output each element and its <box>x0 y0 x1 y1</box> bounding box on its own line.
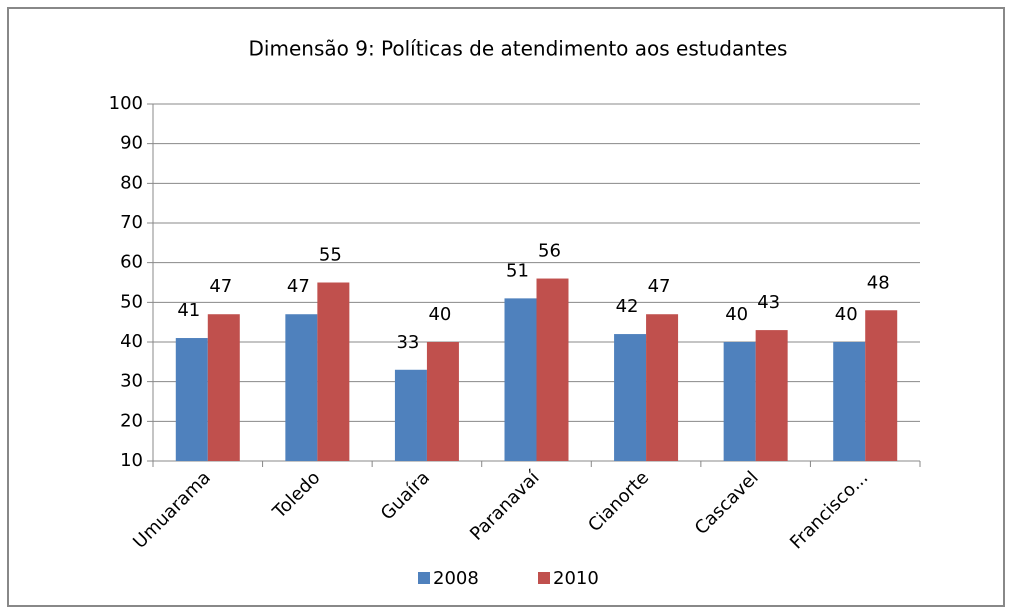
bar <box>755 330 788 461</box>
y-tick-label: 10 <box>120 450 143 471</box>
bar <box>723 342 756 461</box>
data-label: 43 <box>757 292 780 313</box>
data-label: 33 <box>396 332 419 353</box>
y-tick-label: 80 <box>120 172 143 193</box>
y-tick-label: 30 <box>120 371 143 392</box>
bar <box>536 278 569 461</box>
data-label: 40 <box>725 304 748 325</box>
y-tick-label: 50 <box>120 291 143 312</box>
bar <box>614 334 647 461</box>
bar <box>646 314 679 461</box>
y-tick-label: 40 <box>120 331 143 352</box>
bar <box>833 342 866 461</box>
bar <box>207 314 240 461</box>
y-tick-label: 20 <box>120 410 143 431</box>
data-label: 48 <box>867 272 890 293</box>
data-label: 40 <box>428 304 451 325</box>
bar <box>504 298 537 461</box>
data-label: 47 <box>209 276 232 297</box>
y-tick-label: 60 <box>120 252 143 273</box>
bar <box>426 342 459 461</box>
data-label: 55 <box>319 245 342 266</box>
y-tick-label: 100 <box>109 93 143 114</box>
data-label: 47 <box>287 276 310 297</box>
legend-swatch <box>418 572 430 584</box>
y-tick-label: 70 <box>120 212 143 233</box>
data-label: 42 <box>616 296 639 317</box>
data-label: 47 <box>648 276 671 297</box>
y-tick-label: 90 <box>120 133 143 154</box>
bar <box>865 310 898 461</box>
data-label: 51 <box>506 260 529 281</box>
bar <box>175 338 208 461</box>
bar <box>394 369 427 461</box>
legend-label: 2008 <box>433 568 479 589</box>
data-label: 56 <box>538 241 561 262</box>
legend-label: 2010 <box>553 568 599 589</box>
data-label: 41 <box>177 300 200 321</box>
legend-swatch <box>538 572 550 584</box>
bar <box>285 314 318 461</box>
chart-title: Dimensão 9: Políticas de atendimento aos… <box>249 37 788 61</box>
bar <box>317 282 350 461</box>
data-label: 40 <box>835 304 858 325</box>
